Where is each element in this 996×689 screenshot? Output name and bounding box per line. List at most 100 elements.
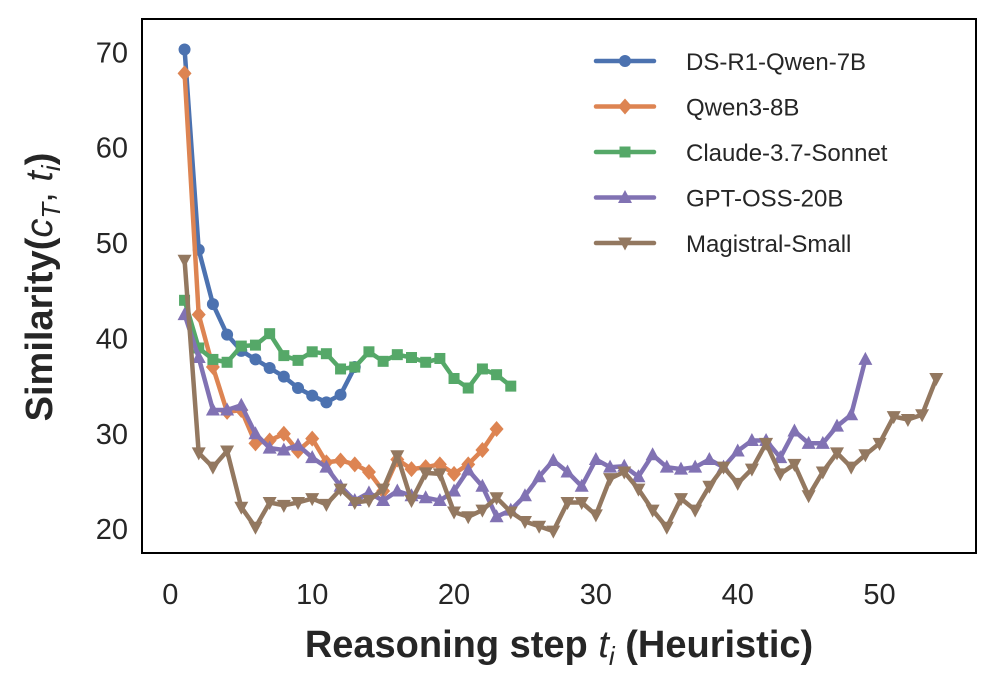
data-point [234, 501, 249, 515]
data-point [461, 511, 476, 525]
data-point [801, 490, 816, 504]
data-point [844, 407, 859, 421]
data-point [205, 402, 220, 416]
data-point [603, 459, 618, 473]
legend-label: Claude-3.7-Sonnet [686, 140, 888, 167]
legend-marker [618, 190, 632, 203]
data-point [349, 361, 361, 373]
data-point [915, 409, 930, 423]
data-point [560, 496, 575, 510]
data-point [305, 493, 320, 507]
y-tick-label: 60 [96, 133, 128, 165]
data-point [306, 346, 318, 358]
data-point [475, 478, 490, 492]
data-point [333, 452, 348, 469]
data-point [262, 440, 277, 454]
data-point [277, 370, 290, 383]
data-point [447, 465, 462, 482]
legend-item: Claude-3.7-Sonnet [593, 140, 888, 167]
data-point [730, 443, 745, 457]
data-point [363, 346, 375, 358]
data-point [335, 363, 347, 375]
data-point [432, 468, 447, 482]
data-point [617, 466, 632, 480]
legend-marker [618, 237, 632, 251]
data-point [886, 411, 901, 425]
legend-item: GPT-OSS-20B [593, 186, 843, 213]
data-point [262, 496, 277, 510]
data-point [206, 298, 219, 311]
data-point [320, 348, 332, 360]
data-point [688, 459, 703, 473]
data-point [844, 461, 859, 475]
data-point [631, 483, 646, 497]
data-point [191, 447, 206, 461]
data-point [248, 426, 263, 440]
data-point [347, 496, 362, 510]
y-axis-label: Similarity(cT, ti) [19, 153, 66, 422]
legend-item: DS-R1-Qwen-7B [593, 49, 866, 76]
data-point [390, 483, 405, 497]
data-point [560, 464, 575, 478]
data-point [505, 380, 517, 392]
legend-marker [619, 146, 631, 158]
data-point [405, 352, 417, 364]
data-point [489, 492, 504, 506]
data-point [319, 459, 334, 473]
data-point [191, 350, 206, 364]
data-point [291, 496, 306, 510]
data-point [517, 516, 532, 530]
data-point [391, 349, 403, 361]
data-point [361, 495, 376, 509]
data-point [872, 437, 887, 451]
legend-label: Qwen3-8B [686, 95, 799, 122]
y-tick-label: 50 [96, 228, 128, 260]
data-point [659, 521, 674, 535]
legend-marker [618, 98, 632, 115]
data-point [205, 461, 220, 475]
data-point [334, 388, 347, 401]
data-point [347, 456, 362, 473]
data-point [179, 294, 191, 306]
data-point [574, 478, 589, 492]
x-tick-label: 20 [438, 579, 470, 611]
x-tick-label: 40 [722, 579, 754, 611]
data-point [773, 450, 788, 464]
data-point [744, 432, 759, 446]
data-point [177, 254, 192, 268]
data-point [574, 496, 589, 510]
data-point [448, 372, 460, 384]
data-point [546, 453, 561, 467]
data-point [900, 414, 915, 427]
data-point [475, 442, 490, 459]
legend-label: DS-R1-Qwen-7B [686, 49, 866, 76]
data-point [546, 525, 561, 539]
data-point [420, 356, 432, 368]
data-point [773, 468, 788, 482]
data-point [447, 483, 462, 497]
legend: DS-R1-Qwen-7B Qwen3-8B Claude-3.7-Sonnet GP… [593, 49, 888, 258]
data-point [588, 509, 603, 523]
series-gpt-oss-20b [177, 307, 873, 523]
data-point [306, 389, 319, 402]
data-point [234, 397, 249, 411]
data-point [305, 450, 320, 464]
legend-marker [619, 55, 631, 67]
data-point [489, 421, 504, 438]
data-point [418, 467, 433, 481]
data-point [220, 402, 235, 416]
data-point [801, 435, 816, 449]
legend-label: GPT-OSS-20B [686, 186, 843, 213]
data-point [376, 483, 391, 497]
data-point [376, 493, 391, 507]
series-claude-3-7-sonnet [179, 294, 517, 394]
data-point [276, 442, 291, 456]
legend-label: Magistral-Small [686, 231, 851, 258]
y-tick-label: 30 [96, 419, 128, 451]
data-point [491, 369, 503, 381]
data-point [404, 461, 419, 478]
data-point [235, 340, 247, 352]
data-point [432, 456, 447, 473]
data-point [191, 306, 206, 323]
data-point [702, 452, 717, 466]
